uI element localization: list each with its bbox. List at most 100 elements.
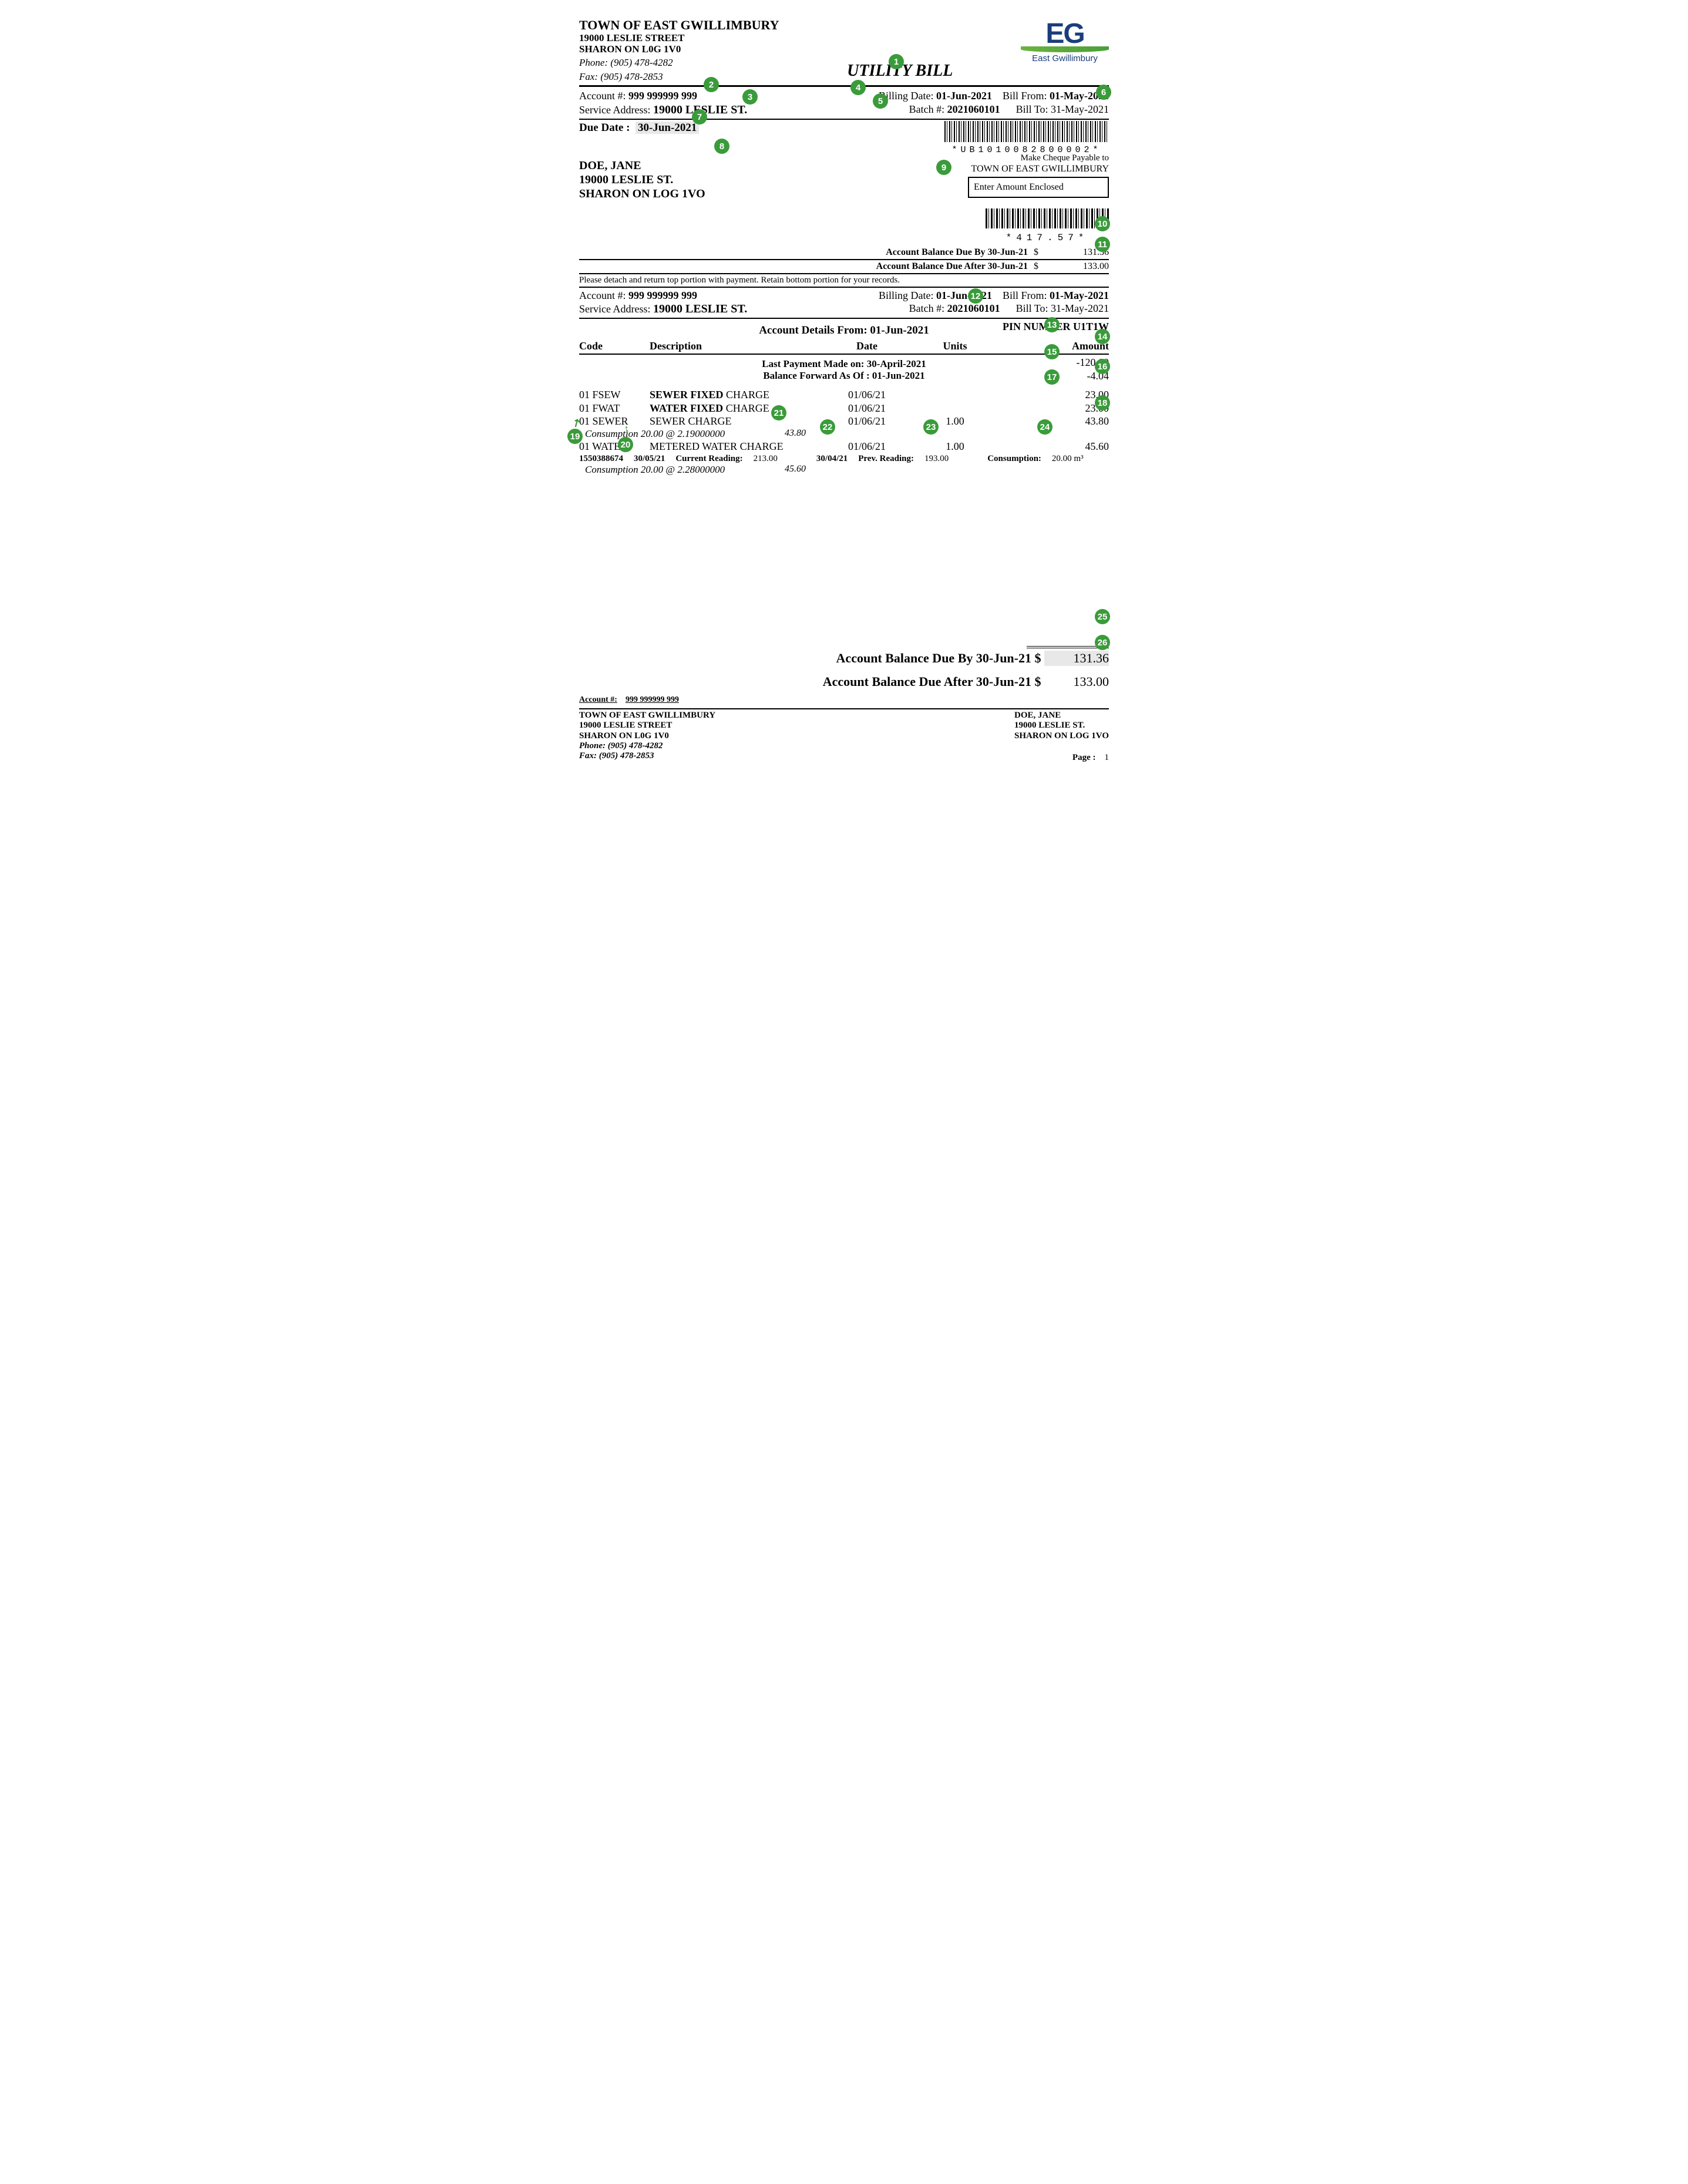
payable-to: TOWN OF EAST GWILLIMBURY: [933, 163, 1109, 174]
bill-from-label-2: Bill From:: [1003, 290, 1047, 301]
rule-5: [579, 287, 1109, 288]
details-title: Account Details From: 01-Jun-2021: [759, 324, 929, 338]
line-units: [920, 402, 990, 415]
details-columns: Code Description Date Units Amount: [579, 340, 1109, 352]
batch-number-2: 2021060101: [947, 302, 1000, 314]
balance-due-after-row: Account Balance Due After 30-Jun-21 $ 13…: [579, 261, 1109, 272]
rule-4: [579, 273, 1109, 274]
detach-notice: Please detach and return top portion wit…: [579, 275, 1109, 285]
payable-label: Make Cheque Payable to: [933, 153, 1109, 163]
line-code: 01 FWAT: [579, 402, 650, 415]
rule-7: [579, 354, 1109, 355]
logo-sub: East Gwillimbury: [1021, 53, 1109, 63]
pin-block: PIN NUMBER U1T1W: [929, 320, 1109, 338]
barcode-2: [986, 208, 1109, 228]
balance-by-currency: $: [1034, 247, 1038, 258]
org-street: 19000 LESLIE STREET: [579, 33, 779, 44]
callout-20: 20: [618, 437, 633, 452]
due-date: 30-Jun-2021: [635, 122, 699, 134]
line-date: 01/06/21: [814, 388, 920, 402]
mailing-address: DOE, JANE 19000 LESLIE ST. SHARON ON LOG…: [579, 159, 705, 201]
meter-cur-date: 30/05/21: [634, 454, 665, 464]
callout-9: 9: [936, 160, 951, 175]
callout-13: 13: [1044, 317, 1060, 332]
service-address-label-2: Service Address:: [579, 303, 650, 315]
consumption-sewer-calc: 43.80: [785, 428, 806, 440]
org-logo: EG East Gwillimbury: [1021, 18, 1109, 63]
line-code: 01 WATER: [579, 440, 650, 453]
service-address-label: Service Address:: [579, 103, 650, 117]
rule-6: [579, 318, 1109, 319]
callout-26: 26: [1095, 635, 1110, 650]
barcode-1-block: *UB1010082800002*: [944, 121, 1109, 156]
meter-cons-label: Consumption:: [987, 454, 1041, 464]
meter-prev: 193.00: [924, 454, 949, 464]
account-row-1: Account #: 999 999999 999 Billing Date: …: [579, 89, 1109, 103]
last-payment-date: 30-April-2021: [867, 358, 926, 369]
footer-bar: TOWN OF EAST GWILLIMBURY 19000 LESLIE ST…: [579, 708, 1109, 763]
bill-to-label-2: Bill To:: [1016, 302, 1048, 314]
line-amount: 45.60: [990, 440, 1109, 453]
bill-to-label: Bill To:: [1016, 103, 1048, 115]
line-units: [920, 388, 990, 402]
rule-3: [579, 259, 1109, 260]
line-date: 01/06/21: [814, 402, 920, 415]
issuer-block: TOWN OF EAST GWILLIMBURY 19000 LESLIE ST…: [579, 18, 779, 83]
footer-issuer: TOWN OF EAST GWILLIMBURY 19000 LESLIE ST…: [579, 711, 715, 763]
callout-2: 2: [704, 77, 719, 92]
line-units: 1.00: [920, 440, 990, 453]
callout-22: 22: [820, 419, 835, 435]
org-name: TOWN OF EAST GWILLIMBURY: [579, 18, 779, 33]
callout-3: 3: [742, 89, 758, 105]
callout-14: 14: [1095, 329, 1110, 344]
col-date: Date: [814, 340, 920, 352]
billing-date-label-2: Billing Date:: [879, 290, 934, 301]
callout-1: 1: [889, 54, 904, 69]
org-fax: Fax: (905) 478-2853: [579, 71, 779, 83]
callout-6: 6: [1096, 85, 1111, 100]
account-label-2: Account #:: [579, 290, 626, 301]
billing-date-2: 01-Jun-2021: [936, 290, 992, 301]
callout-15: 15: [1044, 344, 1060, 359]
meter-cur: 213.00: [754, 454, 778, 464]
logo-g: G: [1063, 18, 1084, 50]
footer-balance-after: Account Balance Due After 30-Jun-21 $ 13…: [579, 674, 1109, 689]
balance-by-label: Account Balance Due By 30-Jun-21: [886, 247, 1028, 258]
footer-balance-by-amount: 131.36: [1044, 651, 1109, 666]
line-desc: WATER FIXED CHARGE: [650, 402, 814, 415]
last-payment-label: Last Payment Made on:: [762, 358, 864, 369]
meter-cons: 20.00 m³: [1052, 454, 1084, 464]
customer-city: SHARON ON LOG 1VO: [579, 187, 705, 201]
line-code: 01 SEWER: [579, 415, 650, 428]
callout-21: 21: [771, 405, 786, 420]
payment-info: Last Payment Made on: 30-April-2021 Bala…: [579, 356, 1109, 382]
account-label: Account #:: [579, 89, 626, 103]
customer-name: DOE, JANE: [579, 159, 705, 173]
customer-street: 19000 LESLIE ST.: [579, 173, 705, 187]
header: TOWN OF EAST GWILLIMBURY 19000 LESLIE ST…: [579, 18, 1109, 83]
arrow-20: ↑: [624, 423, 629, 435]
callout-8: 8: [714, 139, 729, 154]
callout-12: 12: [968, 288, 983, 304]
callout-11: 11: [1095, 237, 1110, 252]
balance-forward-date: 01-Jun-2021: [872, 370, 925, 381]
consumption-water-calc: 45.60: [785, 464, 806, 476]
callout-16: 16: [1095, 359, 1110, 374]
consumption-sewer: Consumption 20.00 @ 2.19000000 43.80: [579, 428, 1109, 440]
meter-prev-date: 30/04/21: [816, 454, 848, 464]
callout-5: 5: [873, 93, 888, 109]
barcode-2-block: *417.57*: [933, 208, 1109, 244]
line-desc: METERED WATER CHARGE: [650, 440, 814, 453]
account-row-2: Service Address: 19000 LESLIE ST. Batch …: [579, 103, 1109, 117]
barcode-1: [944, 121, 1109, 142]
line-amount: 23.00: [990, 402, 1109, 415]
footer-account: Account #: 999 999999 999: [579, 695, 1109, 705]
balance-forward-amount: -4.04: [926, 369, 1109, 383]
balance-forward-label: Balance Forward As Of :: [763, 370, 869, 381]
line-water: 01 WATER METERED WATER CHARGE 01/06/21 1…: [579, 440, 1109, 453]
line-date: 01/06/21: [814, 440, 920, 453]
bill-to-2: 31-May-2021: [1051, 302, 1109, 314]
amount-enclosed-box[interactable]: Enter Amount Enclosed: [968, 177, 1109, 198]
details-header: Account Details From: 01-Jun-2021 PIN NU…: [579, 320, 1109, 338]
account-number-2: 999 999999 999: [628, 290, 697, 301]
